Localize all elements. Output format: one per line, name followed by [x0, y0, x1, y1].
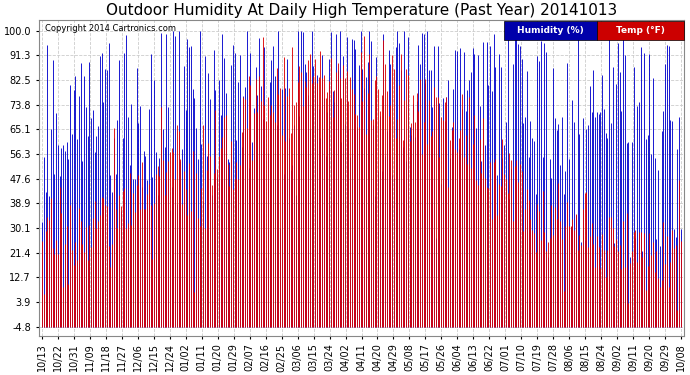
Title: Outdoor Humidity At Daily High Temperature (Past Year) 20141013: Outdoor Humidity At Daily High Temperatu…	[106, 3, 617, 18]
Text: Temp (°F): Temp (°F)	[616, 26, 665, 35]
Text: Humidity (%): Humidity (%)	[517, 26, 584, 35]
Bar	[598, 21, 684, 40]
Bar	[504, 21, 598, 40]
Text: Copyright 2014 Cartronics.com: Copyright 2014 Cartronics.com	[45, 24, 176, 33]
